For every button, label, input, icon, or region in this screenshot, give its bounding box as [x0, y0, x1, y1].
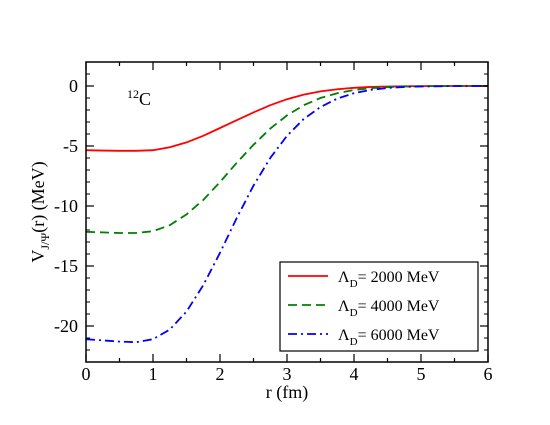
series-line-2 [85, 85, 488, 234]
nucleus-annotation-main: C [139, 89, 151, 109]
legend-label-symbol: Λ [338, 269, 350, 286]
y-axis-label-sub: J/Ψ [38, 233, 52, 250]
series-line-3 [85, 85, 488, 344]
legend-label-value: = 2000 MeV [358, 269, 440, 286]
legend-label-sub: D [350, 307, 358, 319]
x-tick-label: 6 [484, 364, 493, 384]
x-axis-label: r (fm) [266, 382, 308, 403]
y-tick-label: 0 [69, 76, 78, 96]
series-layer [85, 85, 488, 344]
x-tick-label: 0 [82, 364, 91, 384]
legend-label-sub: D [350, 278, 358, 290]
legend-label-1: ΛD= 2000 MeV [338, 269, 440, 290]
legend-label-symbol: Λ [338, 298, 350, 315]
x-tick-label: 1 [149, 364, 158, 384]
ticks-layer: 0 1 2 3 4 5 60-5-10-15-20 [54, 61, 493, 384]
legend-label-symbol: Λ [338, 327, 350, 344]
x-tick-label: 4 [350, 364, 359, 384]
y-axis-label: VJ/Ψ(r) (MeV) [28, 161, 52, 262]
legend-label-sub: D [350, 336, 358, 348]
legend-label-value: = 6000 MeV [358, 327, 440, 344]
y-tick-label: -10 [54, 196, 78, 216]
legend-label-3: ΛD= 6000 MeV [338, 327, 440, 348]
legend-label-value: = 4000 MeV [358, 298, 440, 315]
y-axis-label-main: V [28, 250, 48, 263]
legend-label-2: ΛD= 4000 MeV [338, 298, 440, 319]
nucleus-annotation-sup: 12 [127, 87, 139, 101]
y-tick-label: -15 [54, 256, 78, 276]
y-tick-label: -5 [63, 136, 78, 156]
nucleus-annotation: 12C [127, 87, 151, 109]
y-axis-label-tail: (r) (MeV) [28, 161, 49, 232]
y-tick-label: -20 [54, 316, 78, 336]
x-tick-label: 2 [216, 364, 225, 384]
x-tick-label: 5 [417, 364, 426, 384]
x-tick-label: 3 [283, 364, 292, 384]
